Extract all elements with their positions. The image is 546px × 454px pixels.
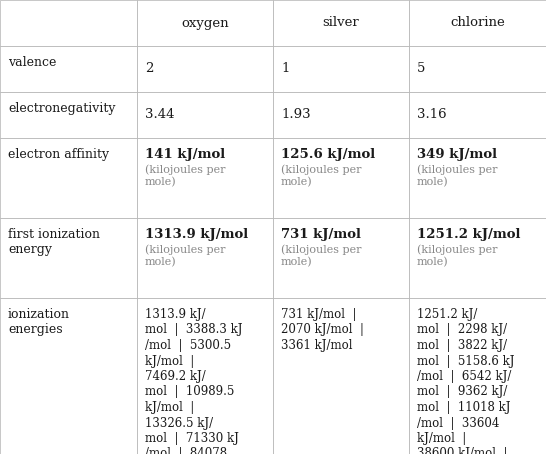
- Bar: [273, 92, 409, 138]
- Text: (kilojoules per
mole): (kilojoules per mole): [145, 164, 225, 188]
- Bar: [0, 218, 137, 298]
- Bar: [137, 0, 273, 46]
- Text: 1251.2 kJ/mol: 1251.2 kJ/mol: [417, 228, 520, 241]
- Text: 3.44: 3.44: [145, 109, 175, 122]
- Text: 125.6 kJ/mol: 125.6 kJ/mol: [281, 148, 375, 161]
- Text: 1251.2 kJ/
mol  |  2298 kJ/
mol  |  3822 kJ/
mol  |  5158.6 kJ
/mol  |  6542 kJ/: 1251.2 kJ/ mol | 2298 kJ/ mol | 3822 kJ/…: [417, 308, 514, 454]
- Bar: [273, 218, 409, 298]
- Text: valence: valence: [8, 56, 56, 69]
- Text: electronegativity: electronegativity: [8, 102, 116, 115]
- Text: ionization
energies: ionization energies: [8, 308, 70, 336]
- Bar: [273, 46, 409, 92]
- Text: 141 kJ/mol: 141 kJ/mol: [145, 148, 225, 161]
- Text: 731 kJ/mol: 731 kJ/mol: [281, 228, 361, 241]
- Text: 5: 5: [417, 63, 425, 75]
- Text: (kilojoules per
mole): (kilojoules per mole): [281, 244, 361, 267]
- Bar: [0, 92, 137, 138]
- Text: 349 kJ/mol: 349 kJ/mol: [417, 148, 497, 161]
- Bar: [409, 92, 546, 138]
- Bar: [137, 218, 273, 298]
- Text: 1313.9 kJ/
mol  |  3388.3 kJ
/mol  |  5300.5
kJ/mol  |
7469.2 kJ/
mol  |  10989.: 1313.9 kJ/ mol | 3388.3 kJ /mol | 5300.5…: [145, 308, 242, 454]
- Text: (kilojoules per
mole): (kilojoules per mole): [145, 244, 225, 267]
- Bar: [0, 0, 137, 46]
- Bar: [0, 138, 137, 218]
- Text: 2: 2: [145, 63, 153, 75]
- Text: (kilojoules per
mole): (kilojoules per mole): [417, 164, 497, 188]
- Bar: [137, 46, 273, 92]
- Text: 3.16: 3.16: [417, 109, 447, 122]
- Text: oxygen: oxygen: [181, 16, 229, 30]
- Text: (kilojoules per
mole): (kilojoules per mole): [281, 164, 361, 188]
- Bar: [0, 46, 137, 92]
- Text: 731 kJ/mol  |
2070 kJ/mol  |
3361 kJ/mol: 731 kJ/mol | 2070 kJ/mol | 3361 kJ/mol: [281, 308, 364, 352]
- Bar: [409, 46, 546, 92]
- Bar: [137, 92, 273, 138]
- Text: 1: 1: [281, 63, 289, 75]
- Text: electron affinity: electron affinity: [8, 148, 109, 161]
- Bar: [273, 0, 409, 46]
- Text: first ionization
energy: first ionization energy: [8, 228, 100, 256]
- Text: 1313.9 kJ/mol: 1313.9 kJ/mol: [145, 228, 248, 241]
- Text: chlorine: chlorine: [450, 16, 505, 30]
- Text: 1.93: 1.93: [281, 109, 311, 122]
- Bar: [273, 138, 409, 218]
- Bar: [409, 0, 546, 46]
- Bar: [409, 138, 546, 218]
- Text: (kilojoules per
mole): (kilojoules per mole): [417, 244, 497, 267]
- Bar: [273, 298, 409, 454]
- Text: silver: silver: [323, 16, 359, 30]
- Bar: [137, 138, 273, 218]
- Bar: [409, 298, 546, 454]
- Bar: [137, 298, 273, 454]
- Bar: [409, 218, 546, 298]
- Bar: [0, 298, 137, 454]
